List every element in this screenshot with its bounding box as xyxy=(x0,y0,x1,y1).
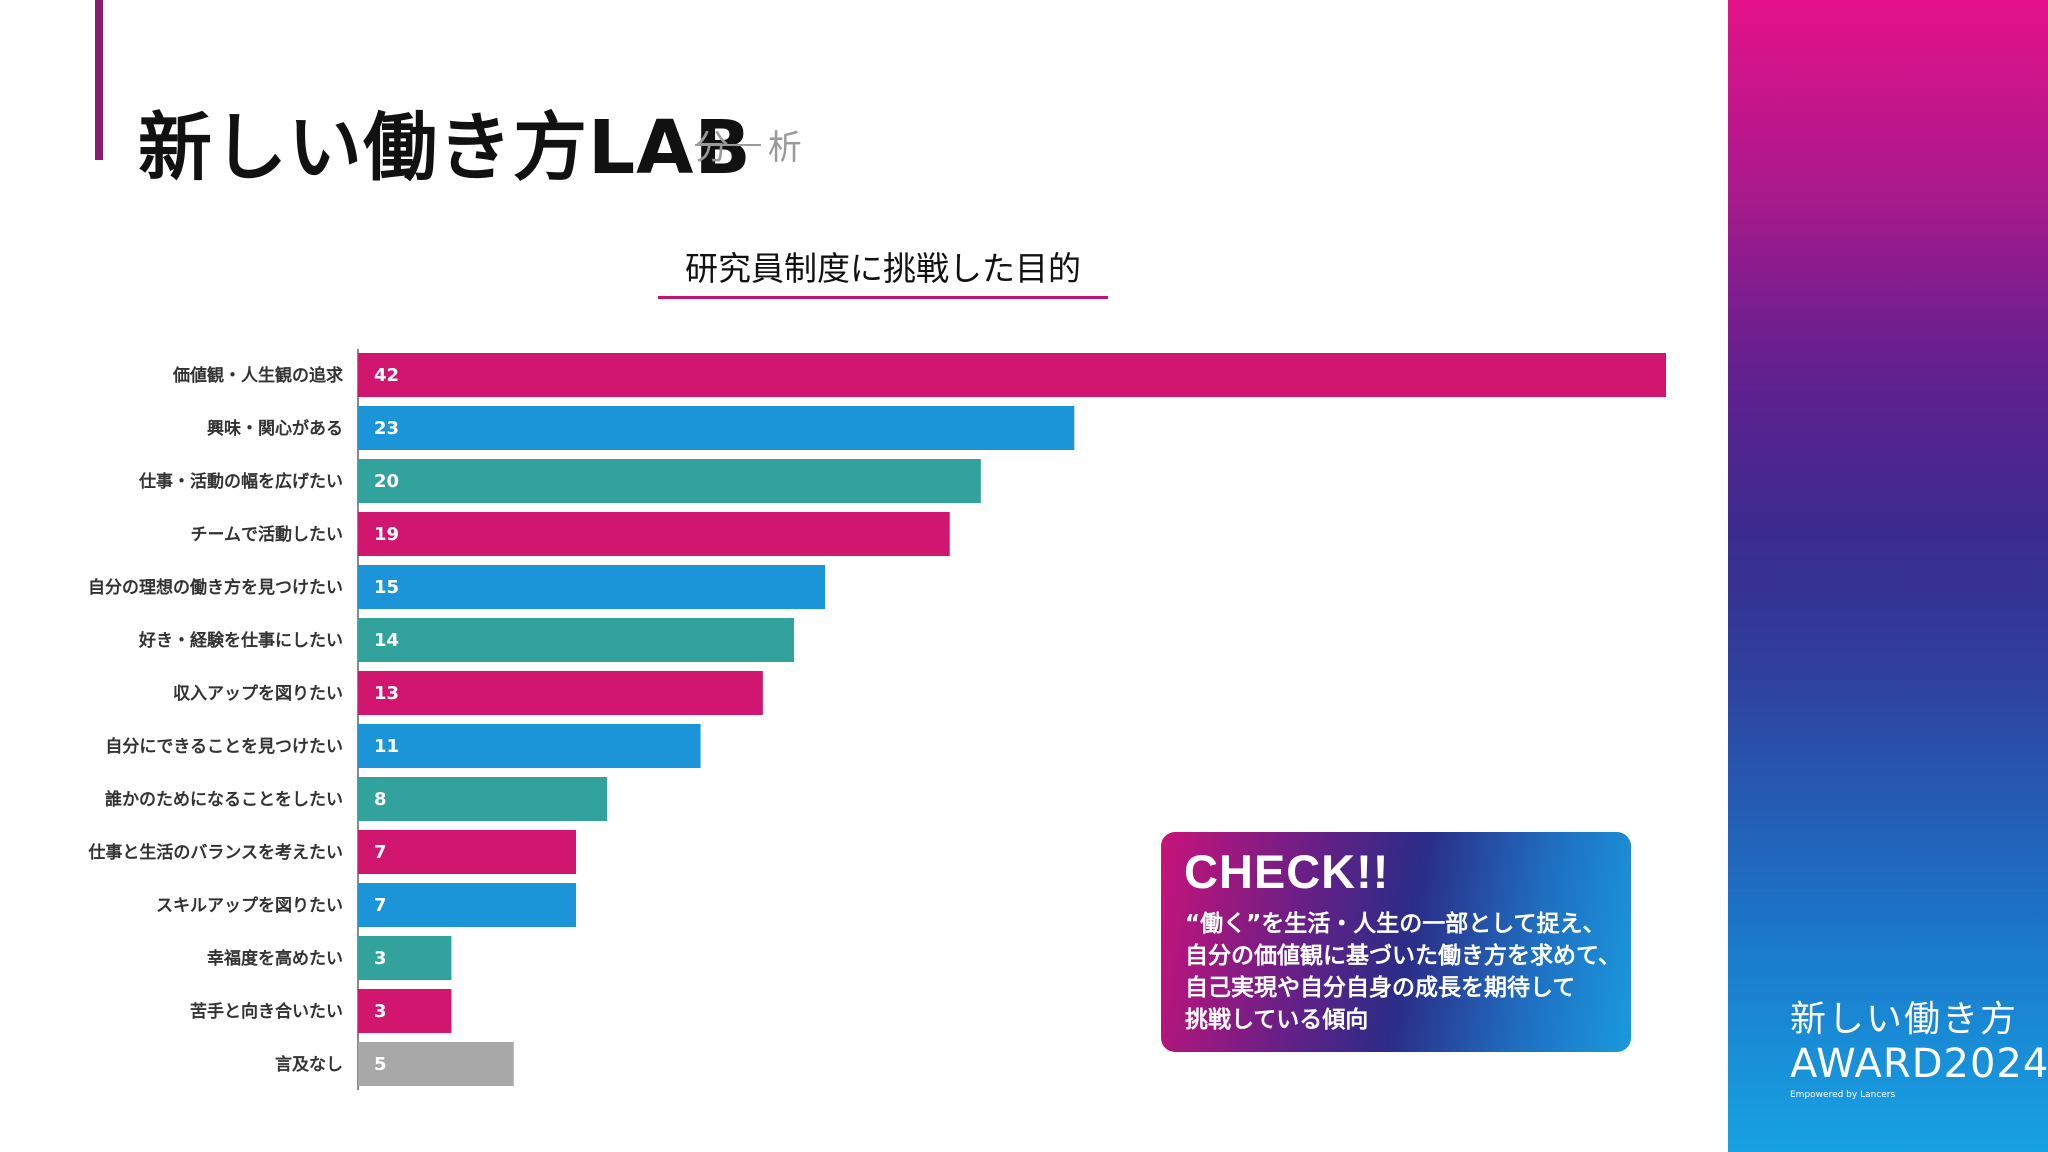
bar-chart: 価値観・人生観の追求 42 興味・関心がある 23 仕事・活動の幅を広げたい 20 チームで… xyxy=(87,349,1666,1090)
page-subtitle: 分 析 xyxy=(695,120,816,169)
category-label: 言及なし xyxy=(275,1054,343,1075)
award-logo-credit: Empowered by Lancers xyxy=(1790,1090,1896,1100)
category-label: 自分の理想の働き方を見つけたい xyxy=(88,577,343,598)
category-label: 苦手と向き合いたい xyxy=(190,1001,343,1022)
category-label: 興味・関心がある xyxy=(207,418,343,439)
value-label: 7 xyxy=(374,842,387,863)
page-title: 新しい働き方LAB xyxy=(138,105,752,191)
category-label: 価値観・人生観の追求 xyxy=(172,365,343,386)
category-label: 自分にできることを見つけたい xyxy=(105,736,343,757)
bar xyxy=(358,671,763,715)
category-label: 誰かのためになることをしたい xyxy=(105,789,343,810)
value-label: 7 xyxy=(374,895,387,916)
bar xyxy=(358,353,1666,397)
award-logo-title: 新しい働き方 xyxy=(1790,999,2019,1040)
bar xyxy=(358,989,452,1033)
value-label: 3 xyxy=(374,948,387,969)
bar xyxy=(358,1042,514,1086)
category-label: 幸福度を高めたい xyxy=(207,948,343,969)
side-gradient-panel: 新しい働き方 AWARD2024 Empowered by Lancers xyxy=(1728,0,2048,1152)
value-label: 19 xyxy=(374,524,399,545)
check-line: “働く”を生活・人生の一部として捉え、 xyxy=(1185,911,1606,937)
subtitle-strike-line xyxy=(695,144,761,146)
category-label: 好き・経験を仕事にしたい xyxy=(138,630,343,651)
value-label: 15 xyxy=(374,577,399,598)
value-label: 23 xyxy=(374,418,399,439)
check-callout: CHECK!! “働く”を生活・人生の一部として捉え、 自分の価値観に基づいた働… xyxy=(1161,832,1631,1052)
value-label: 14 xyxy=(374,630,399,651)
bar xyxy=(358,883,576,927)
category-label: 収入アップを図りたい xyxy=(173,683,343,704)
category-label: 仕事・活動の幅を広げたい xyxy=(138,471,343,492)
bar xyxy=(358,459,981,503)
value-label: 11 xyxy=(374,736,399,757)
category-label: チームで活動したい xyxy=(191,524,344,545)
bar xyxy=(358,777,608,821)
bar xyxy=(358,512,950,556)
bar xyxy=(358,724,701,768)
award-logo-award: AWARD2024 xyxy=(1790,1041,2048,1087)
value-label: 5 xyxy=(374,1054,387,1075)
value-label: 13 xyxy=(374,683,399,704)
bar xyxy=(358,936,452,980)
award-logo: 新しい働き方 AWARD2024 Empowered by Lancers xyxy=(1790,990,2048,1100)
check-line: 自己実現や自分自身の成長を期待して xyxy=(1185,975,1576,1001)
bar xyxy=(358,565,826,609)
check-line: 自分の価値観に基づいた働き方を求めて、 xyxy=(1185,943,1621,969)
value-label: 3 xyxy=(374,1001,387,1022)
check-line: 挑戦している傾向 xyxy=(1185,1007,1369,1033)
bar xyxy=(358,618,794,662)
bar xyxy=(358,406,1075,450)
chart-title: 研究員制度に挑戦した目的 xyxy=(685,249,1081,288)
page-subtitle-text: 分 析 xyxy=(695,128,816,168)
title-accent-bar xyxy=(95,0,103,160)
value-label: 20 xyxy=(374,471,399,492)
category-label: 仕事と生活のバランスを考えたい xyxy=(87,842,343,863)
chart-title-underline xyxy=(658,296,1108,299)
category-label: スキルアップを図りたい xyxy=(156,895,343,916)
value-label: 8 xyxy=(374,789,387,810)
check-text-lines: “働く”を生活・人生の一部として捉え、 自分の価値観に基づいた働き方を求めて、 … xyxy=(1185,908,1621,1036)
bar xyxy=(358,830,576,874)
value-label: 42 xyxy=(374,365,399,386)
check-heading: CHECK!! xyxy=(1184,845,1390,898)
